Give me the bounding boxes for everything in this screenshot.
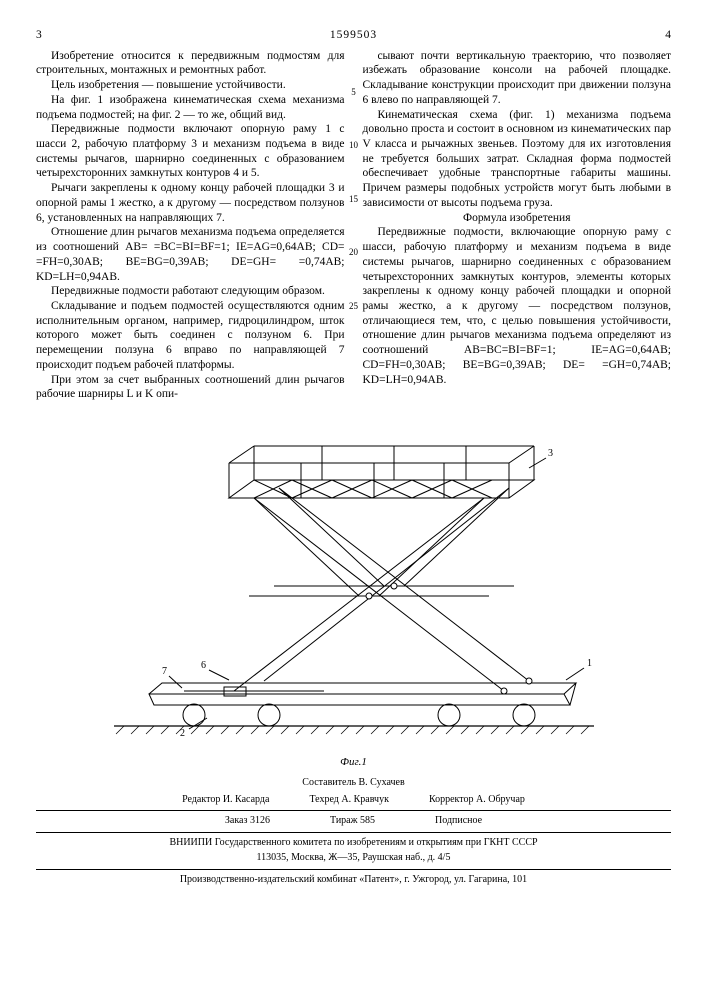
para: Передвижные подмости работают следующим … xyxy=(36,284,345,299)
hr-icon xyxy=(36,810,671,811)
line-num: 20 xyxy=(347,247,361,259)
line-num: 5 xyxy=(347,87,361,99)
footer-techred: Техред А. Кравчук xyxy=(309,794,389,807)
para: На фиг. 1 изображена кинематическая схем… xyxy=(36,93,345,122)
hr-icon xyxy=(36,869,671,870)
footer: Составитель В. Сухачев Редактор И. Касар… xyxy=(36,777,671,887)
line-num: 25 xyxy=(347,301,361,313)
para: Передвижные подмости включают опорную ра… xyxy=(36,122,345,181)
para: Складывание и подъем подмостей осуществл… xyxy=(36,299,345,373)
line-number-gutter: 5 10 15 20 25 xyxy=(347,49,361,313)
para: сывают почти вертикальную траекторию, чт… xyxy=(363,49,672,108)
hr-icon xyxy=(36,832,671,833)
formula-title: Формула изобретения xyxy=(363,211,672,226)
label-2: 2 xyxy=(180,728,185,739)
para: Передвижные подмости, включающие опорную… xyxy=(363,225,672,387)
scissor-lift-diagram: 3 1 2 6 7 xyxy=(54,408,654,748)
figure-1: 3 1 2 6 7 Фиг.1 xyxy=(36,408,671,769)
para: Рычаги закреплены к одному концу рабочей… xyxy=(36,181,345,225)
label-3: 3 xyxy=(548,448,553,459)
footer-org1: ВНИИПИ Государственного комитета по изоб… xyxy=(36,837,671,850)
header: 3 1599503 4 xyxy=(36,28,671,43)
page-right: 4 xyxy=(665,28,671,43)
footer-compiler: Составитель В. Сухачев xyxy=(36,777,671,790)
para: Кинематическая схема (фиг. 1) механизма … xyxy=(363,108,672,211)
doc-number: 1599503 xyxy=(42,28,666,43)
footer-org3: Производственно-издательский комбинат «П… xyxy=(36,874,671,887)
line-num: 15 xyxy=(347,194,361,206)
para: Цель изобретения — повышение устойчивост… xyxy=(36,78,345,93)
para: Отношение длин рычагов механизма подъема… xyxy=(36,225,345,284)
footer-editor: Редактор И. Касарда xyxy=(182,794,269,807)
label-7: 7 xyxy=(162,666,167,677)
label-6: 6 xyxy=(201,660,206,671)
para: При этом за счет выбранных соотношений д… xyxy=(36,373,345,402)
line-num: 10 xyxy=(347,140,361,152)
footer-corrector: Корректор А. Обручар xyxy=(429,794,525,807)
footer-tirazh: Тираж 585 xyxy=(330,815,375,828)
footer-org2: 113035, Москва, Ж—35, Раушская наб., д. … xyxy=(36,852,671,865)
footer-podpisnoe: Подписное xyxy=(435,815,482,828)
footer-order: Заказ 3126 xyxy=(225,815,270,828)
figure-caption: Фиг.1 xyxy=(36,755,671,769)
para: Изобретение относится к передвижным подм… xyxy=(36,49,345,78)
label-1: 1 xyxy=(587,658,592,669)
